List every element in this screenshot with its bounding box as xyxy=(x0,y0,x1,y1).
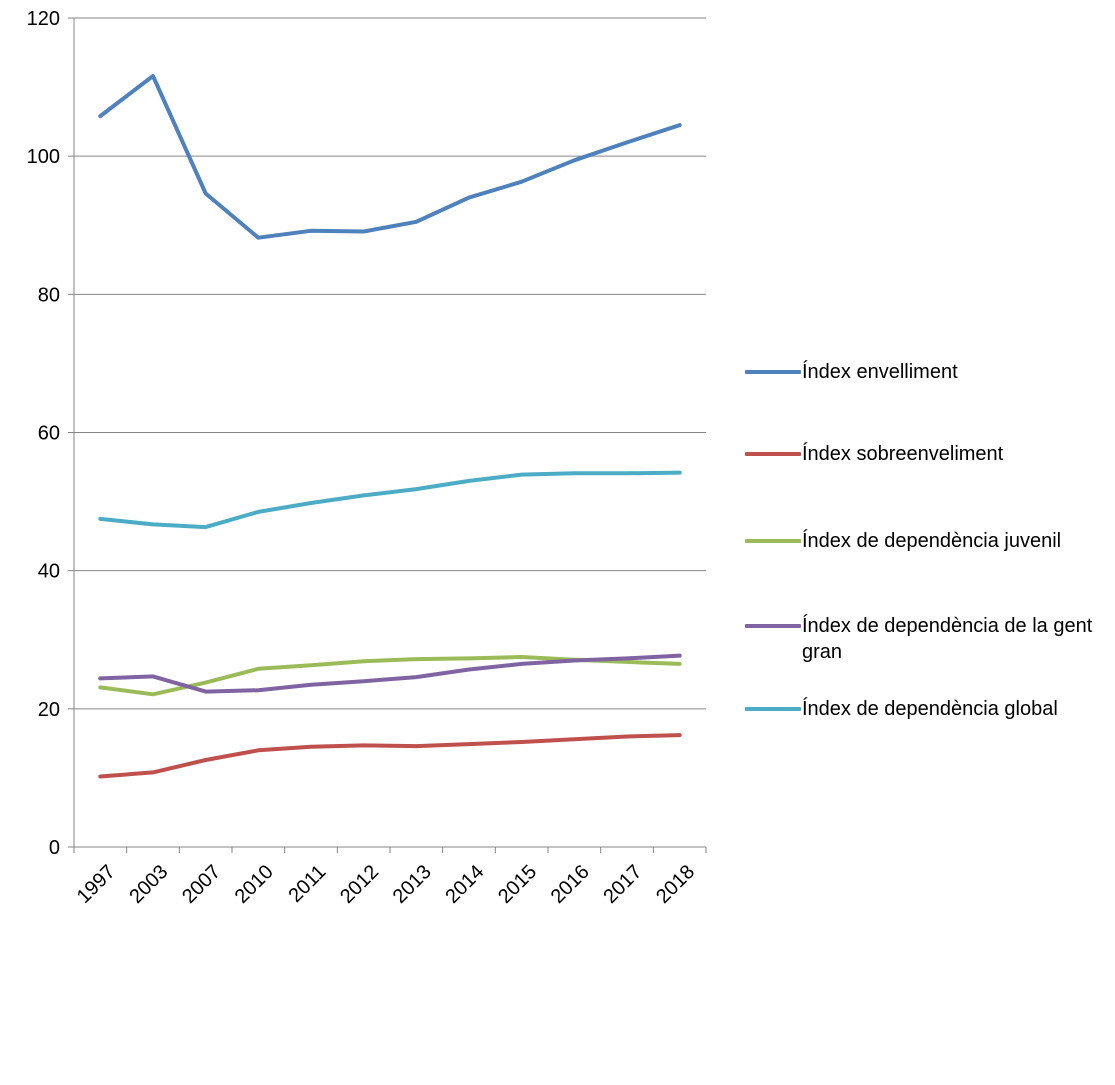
legend-label: Índex sobreenveliment xyxy=(802,443,1004,465)
x-tick-label: 2017 xyxy=(599,861,646,908)
legend-label: Índex de dependència de la gent gran xyxy=(802,615,1093,663)
x-tick-label: 2012 xyxy=(336,861,383,908)
legend-swatch xyxy=(745,624,801,628)
legend-label: Índex de dependència juvenil xyxy=(802,530,1062,552)
legend-swatch xyxy=(745,370,801,374)
x-tick-label: 2003 xyxy=(125,861,172,908)
y-tick-label: 0 xyxy=(49,837,60,859)
x-tick-label: 2018 xyxy=(652,861,699,908)
x-tick-label: 2007 xyxy=(178,861,225,908)
series-line-3 xyxy=(98,655,682,697)
legend-label: Índex de dependència global xyxy=(802,698,1058,720)
x-tick-label: 2011 xyxy=(284,861,330,907)
y-tick-label: 60 xyxy=(38,423,60,445)
series-lines xyxy=(98,74,682,779)
series-line-2 xyxy=(98,733,682,779)
x-tick-label: 2015 xyxy=(494,861,541,908)
x-tick-label: 2016 xyxy=(547,861,594,908)
x-tick-label: 2013 xyxy=(389,861,436,908)
y-tick-label: 40 xyxy=(38,561,60,583)
series-line-1 xyxy=(98,74,682,240)
x-tick-labels: 1997 2003 2007 2010 2011 2012 2013 2014 2015 2016… xyxy=(73,861,699,908)
series-line-5 xyxy=(98,470,682,530)
axes xyxy=(68,17,707,853)
legend-swatch xyxy=(745,707,801,711)
legend-swatch xyxy=(745,452,801,456)
series-line-4 xyxy=(98,653,682,694)
y-tick-label: 100 xyxy=(27,146,60,168)
y-tick-labels: 0 20 40 60 80 100 120 xyxy=(27,8,60,859)
x-tick-label: 2014 xyxy=(441,861,488,908)
legend-swatch xyxy=(745,539,801,543)
y-tick-label: 80 xyxy=(38,284,60,306)
y-tick-label: 20 xyxy=(38,699,60,721)
x-tick-label: 1997 xyxy=(73,861,120,908)
y-tick-label: 120 xyxy=(27,8,60,30)
gridlines xyxy=(74,17,706,710)
x-tick-label: 2010 xyxy=(231,861,278,908)
legend-label: Índex envelliment xyxy=(802,361,958,383)
